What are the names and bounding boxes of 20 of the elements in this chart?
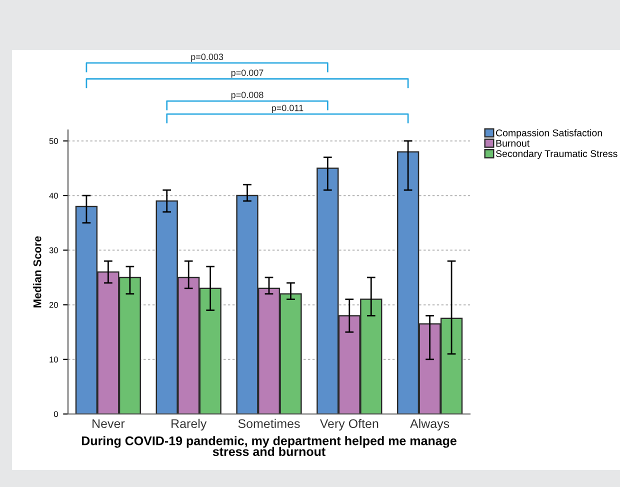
x-tick-label: Very Often <box>320 418 378 431</box>
y-axis-title: Median Score <box>33 236 42 308</box>
text: p=0.003 <box>191 54 224 62</box>
legend-label: Compassion Satisfaction <box>496 129 602 138</box>
x-tick-label: Always <box>410 418 450 431</box>
x-axis-title: During COVID-19 pandemic, my department helped me manage stress and burnout <box>82 436 456 456</box>
legend-label: Burnout <box>496 140 530 147</box>
text: p=0.011 <box>272 104 304 113</box>
x-tick-label: Sometimes <box>238 418 300 428</box>
y-tick-label: 30 <box>49 247 58 254</box>
text: p=0.008 <box>231 92 264 100</box>
y-tick-label: 40 <box>49 192 58 199</box>
x-tick-label: Never <box>92 419 125 428</box>
legend-label: Secondary Traumatic Stress <box>496 150 618 160</box>
y-tick-label: 10 <box>50 356 58 362</box>
y-tick-label: 0 <box>54 411 58 418</box>
y-tick-label: 50 <box>49 138 58 144</box>
y-tick-label: 20 <box>49 302 58 308</box>
x-tick-label: Rarely <box>172 418 207 431</box>
text: p=0.007 <box>231 70 264 78</box>
